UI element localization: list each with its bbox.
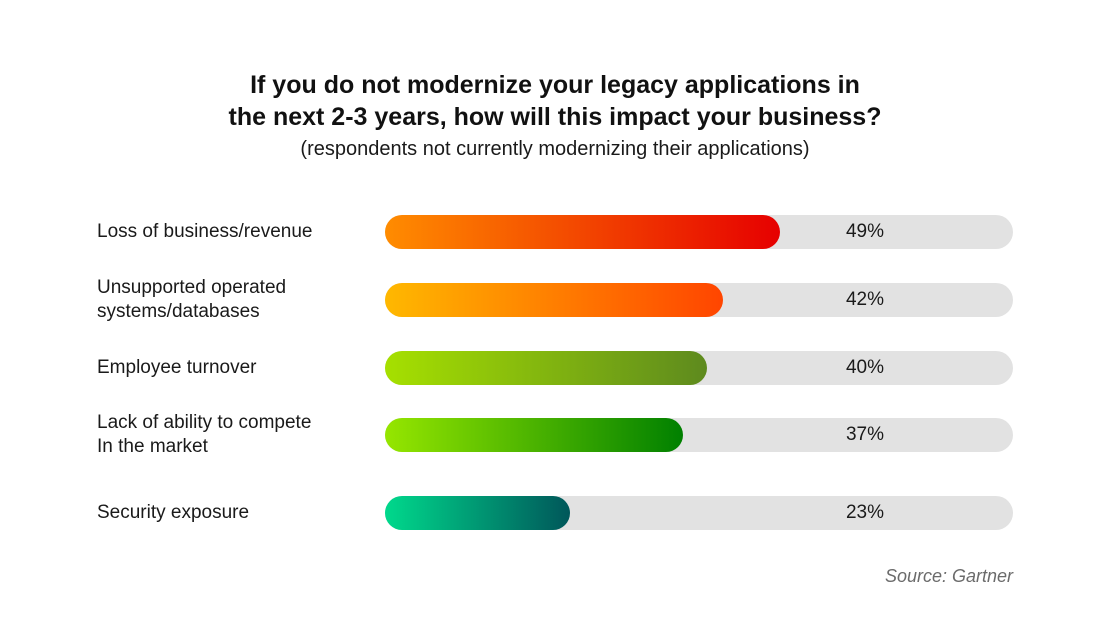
bar [385, 283, 723, 317]
chart-subtitle: (respondents not currently modernizing t… [300, 138, 810, 160]
value-label: 37% [845, 424, 885, 445]
category-label: Employee turnover [97, 338, 372, 398]
category-label: Loss of business/revenue [97, 202, 372, 262]
category-label-line: systems/databases [97, 301, 260, 322]
category-label: Unsupported operated systems/databases [97, 270, 372, 330]
bar-track [385, 418, 1013, 452]
category-label: Security exposure [97, 483, 372, 543]
bar-row: Unsupported operated systems/databases 42% [0, 270, 1110, 330]
bar-row: Security exposure 23% [0, 483, 1110, 543]
bar-track [385, 351, 1013, 385]
category-label-line: In the market [97, 436, 208, 457]
value-label: 49% [845, 221, 885, 242]
bar [385, 351, 707, 385]
bar [385, 496, 570, 530]
category-label-line: Loss of business/revenue [97, 221, 313, 242]
bar [385, 215, 780, 249]
category-label-line: Security exposure [97, 502, 250, 523]
value-label: 40% [845, 357, 885, 378]
category-label-line: Employee turnover [97, 357, 257, 378]
chart-title-line-1: If you do not modernize your legacy appl… [250, 70, 860, 99]
value-label: 23% [845, 502, 885, 523]
chart-title: If you do not modernize your legacy appl… [0, 69, 1110, 133]
bar-row: Lack of ability to compete In the market 3… [0, 405, 1110, 465]
bar-row: Loss of business/revenue 49% [0, 202, 1110, 262]
category-label-line: Lack of ability to compete [97, 412, 312, 433]
bar [385, 418, 683, 452]
bar-row: Employee turnover 40% [0, 338, 1110, 398]
source-note: Source: Gartner [884, 566, 1013, 586]
bar-track [385, 283, 1013, 317]
bar-track [385, 496, 1013, 530]
chart-title-line-2: the next 2-3 years, how will this impact… [228, 102, 882, 131]
value-label: 42% [845, 289, 885, 310]
bar-track [385, 215, 1013, 249]
category-label-line: Unsupported operated [97, 277, 287, 298]
category-label: Lack of ability to compete In the market [97, 405, 372, 465]
